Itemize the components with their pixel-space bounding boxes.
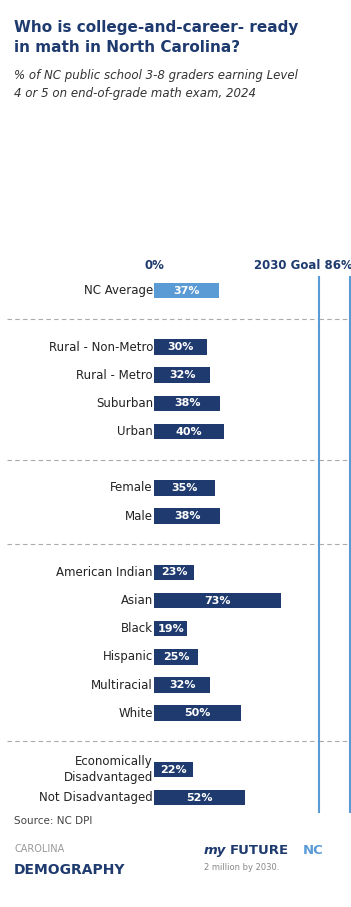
Text: 0%: 0% xyxy=(145,258,164,272)
Text: 32%: 32% xyxy=(169,680,196,690)
Bar xyxy=(154,367,210,383)
Text: White: White xyxy=(119,707,153,719)
Text: 73%: 73% xyxy=(205,596,231,606)
Text: Not Disadvantaged: Not Disadvantaged xyxy=(39,791,153,805)
Text: 35%: 35% xyxy=(172,483,198,493)
Text: 30%: 30% xyxy=(167,342,194,352)
Text: NC: NC xyxy=(303,844,323,856)
Text: Rural - Non-Metro: Rural - Non-Metro xyxy=(48,340,153,354)
Bar xyxy=(154,339,206,355)
Text: 52%: 52% xyxy=(186,793,213,803)
Bar xyxy=(154,762,193,777)
Text: my: my xyxy=(204,844,226,856)
Text: NC Average: NC Average xyxy=(84,284,153,297)
Bar xyxy=(154,593,281,609)
Text: 50%: 50% xyxy=(185,708,211,718)
Text: Male: Male xyxy=(125,510,153,522)
Text: 37%: 37% xyxy=(173,286,200,296)
Text: 2 million by 2030.: 2 million by 2030. xyxy=(204,863,279,873)
Text: Suburban: Suburban xyxy=(96,397,153,410)
Bar xyxy=(154,508,220,523)
Bar xyxy=(154,424,224,439)
Bar xyxy=(154,649,198,665)
Text: 40%: 40% xyxy=(176,426,203,436)
Text: 32%: 32% xyxy=(169,370,196,380)
Text: CAROLINA: CAROLINA xyxy=(14,844,64,853)
Text: Urban: Urban xyxy=(117,425,153,438)
Text: 38%: 38% xyxy=(174,398,201,408)
Bar xyxy=(154,706,241,721)
Text: 38%: 38% xyxy=(174,511,201,521)
Text: Black: Black xyxy=(121,622,153,635)
Text: 25%: 25% xyxy=(163,652,190,662)
Text: American Indian: American Indian xyxy=(57,566,153,579)
Bar xyxy=(154,395,220,411)
Text: Female: Female xyxy=(110,482,153,494)
Text: Asian: Asian xyxy=(121,594,153,607)
Text: Multiracial: Multiracial xyxy=(91,678,153,691)
Bar xyxy=(154,678,210,693)
Bar xyxy=(154,480,215,495)
Bar xyxy=(154,565,194,580)
Text: Rural - Metro: Rural - Metro xyxy=(76,369,153,382)
Text: 22%: 22% xyxy=(160,765,187,775)
Bar xyxy=(154,283,219,298)
Text: 19%: 19% xyxy=(158,624,184,634)
Text: DEMOGRAPHY: DEMOGRAPHY xyxy=(14,863,126,877)
Text: Who is college-and-career- ready: Who is college-and-career- ready xyxy=(14,20,298,35)
Text: FUTURE: FUTURE xyxy=(230,844,289,856)
Text: 2030 Goal 86%: 2030 Goal 86% xyxy=(254,258,351,272)
Text: % of NC public school 3-8 graders earning Level
4 or 5 on end-of-grade math exam: % of NC public school 3-8 graders earnin… xyxy=(14,69,298,100)
Text: 23%: 23% xyxy=(161,568,188,578)
Bar xyxy=(154,790,245,805)
Text: Hispanic: Hispanic xyxy=(103,650,153,663)
Bar xyxy=(154,621,187,637)
Text: Economically
Disadvantaged: Economically Disadvantaged xyxy=(64,755,153,784)
Text: Source: NC DPI: Source: NC DPI xyxy=(14,816,92,826)
Text: in math in North Carolina?: in math in North Carolina? xyxy=(14,40,240,55)
